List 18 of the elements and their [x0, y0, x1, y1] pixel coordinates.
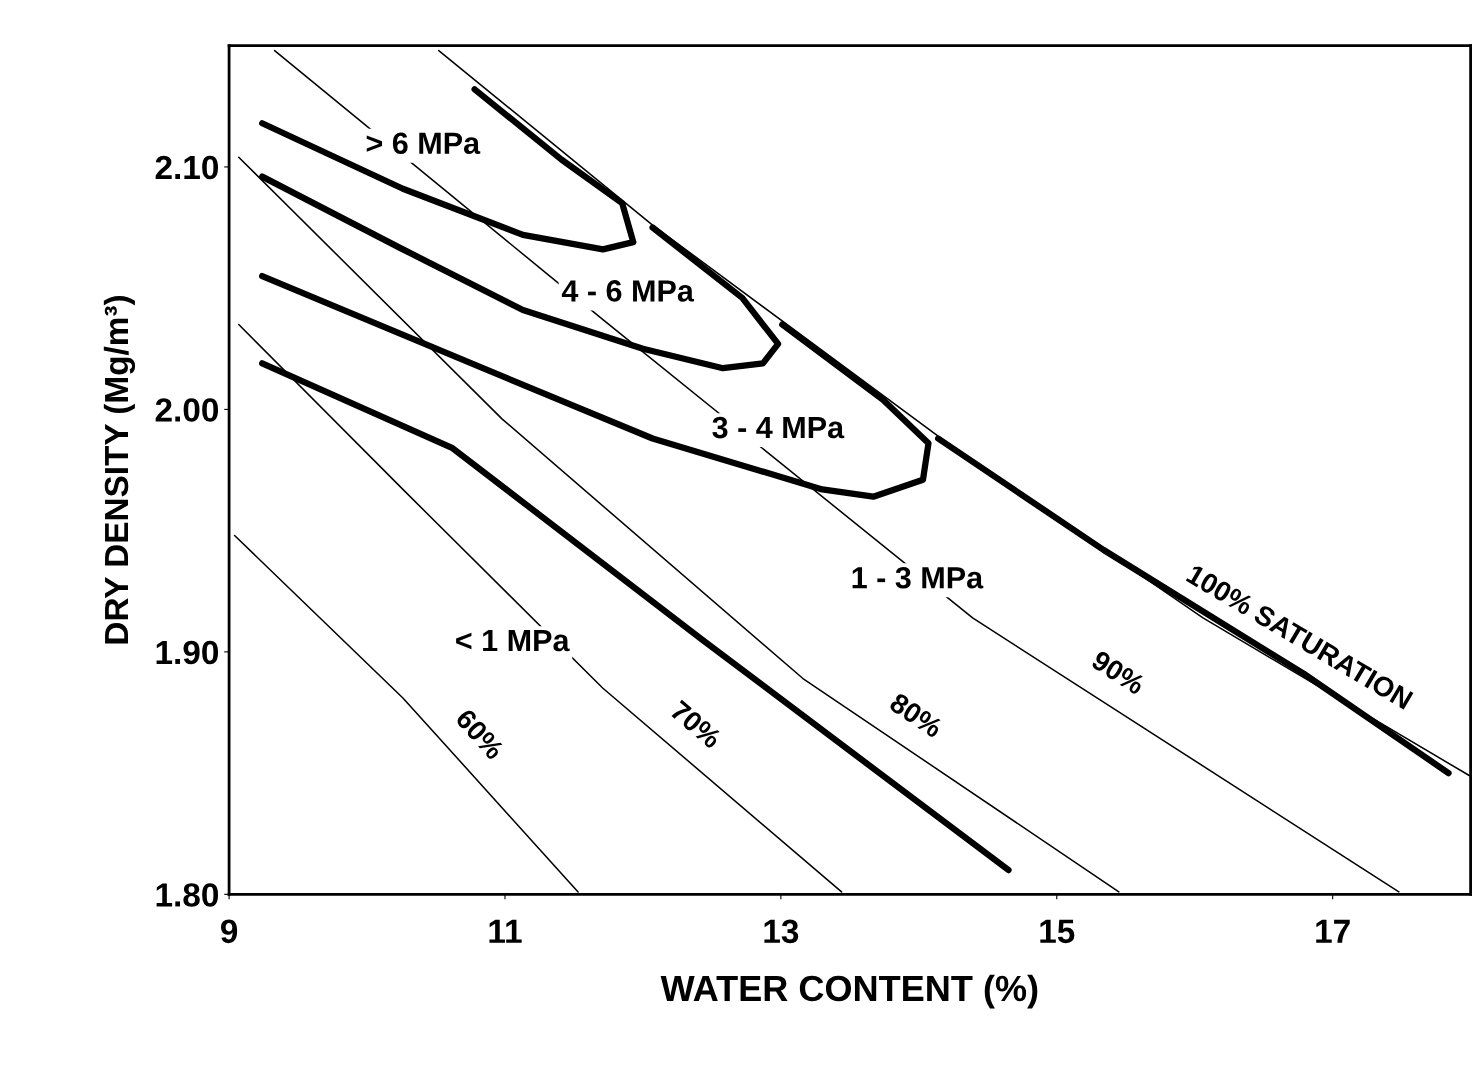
- x-tick-label: 11: [489, 919, 522, 943]
- x-tick-label: 13: [764, 919, 799, 944]
- y-tick-label: 2.00: [155, 398, 219, 422]
- y-tick-label: 1.90: [156, 640, 219, 665]
- annotation: 3 - 4 MPa: [712, 416, 845, 439]
- x-tick-label: 17: [1316, 919, 1350, 943]
- text: 80%: [888, 692, 945, 739]
- annotation: > 6 MPa: [366, 132, 481, 155]
- y-tick-label: 1.80: [156, 883, 219, 907]
- y-tick-label: 2.10: [155, 155, 219, 180]
- y-axis-title: DRY DENSITY (Mg/m³): [103, 296, 136, 644]
- text: 90%: [1090, 649, 1147, 696]
- annotation: < 1 MPa: [456, 630, 570, 652]
- x-tick-label: 9: [220, 919, 238, 944]
- x-axis-title: WATER CONTENT (%): [660, 974, 1038, 1009]
- x-tick-label: 15: [1040, 919, 1075, 944]
- annotation: 1 - 3 MPa: [852, 566, 984, 589]
- annotation: 4 - 6 MPa: [561, 280, 695, 302]
